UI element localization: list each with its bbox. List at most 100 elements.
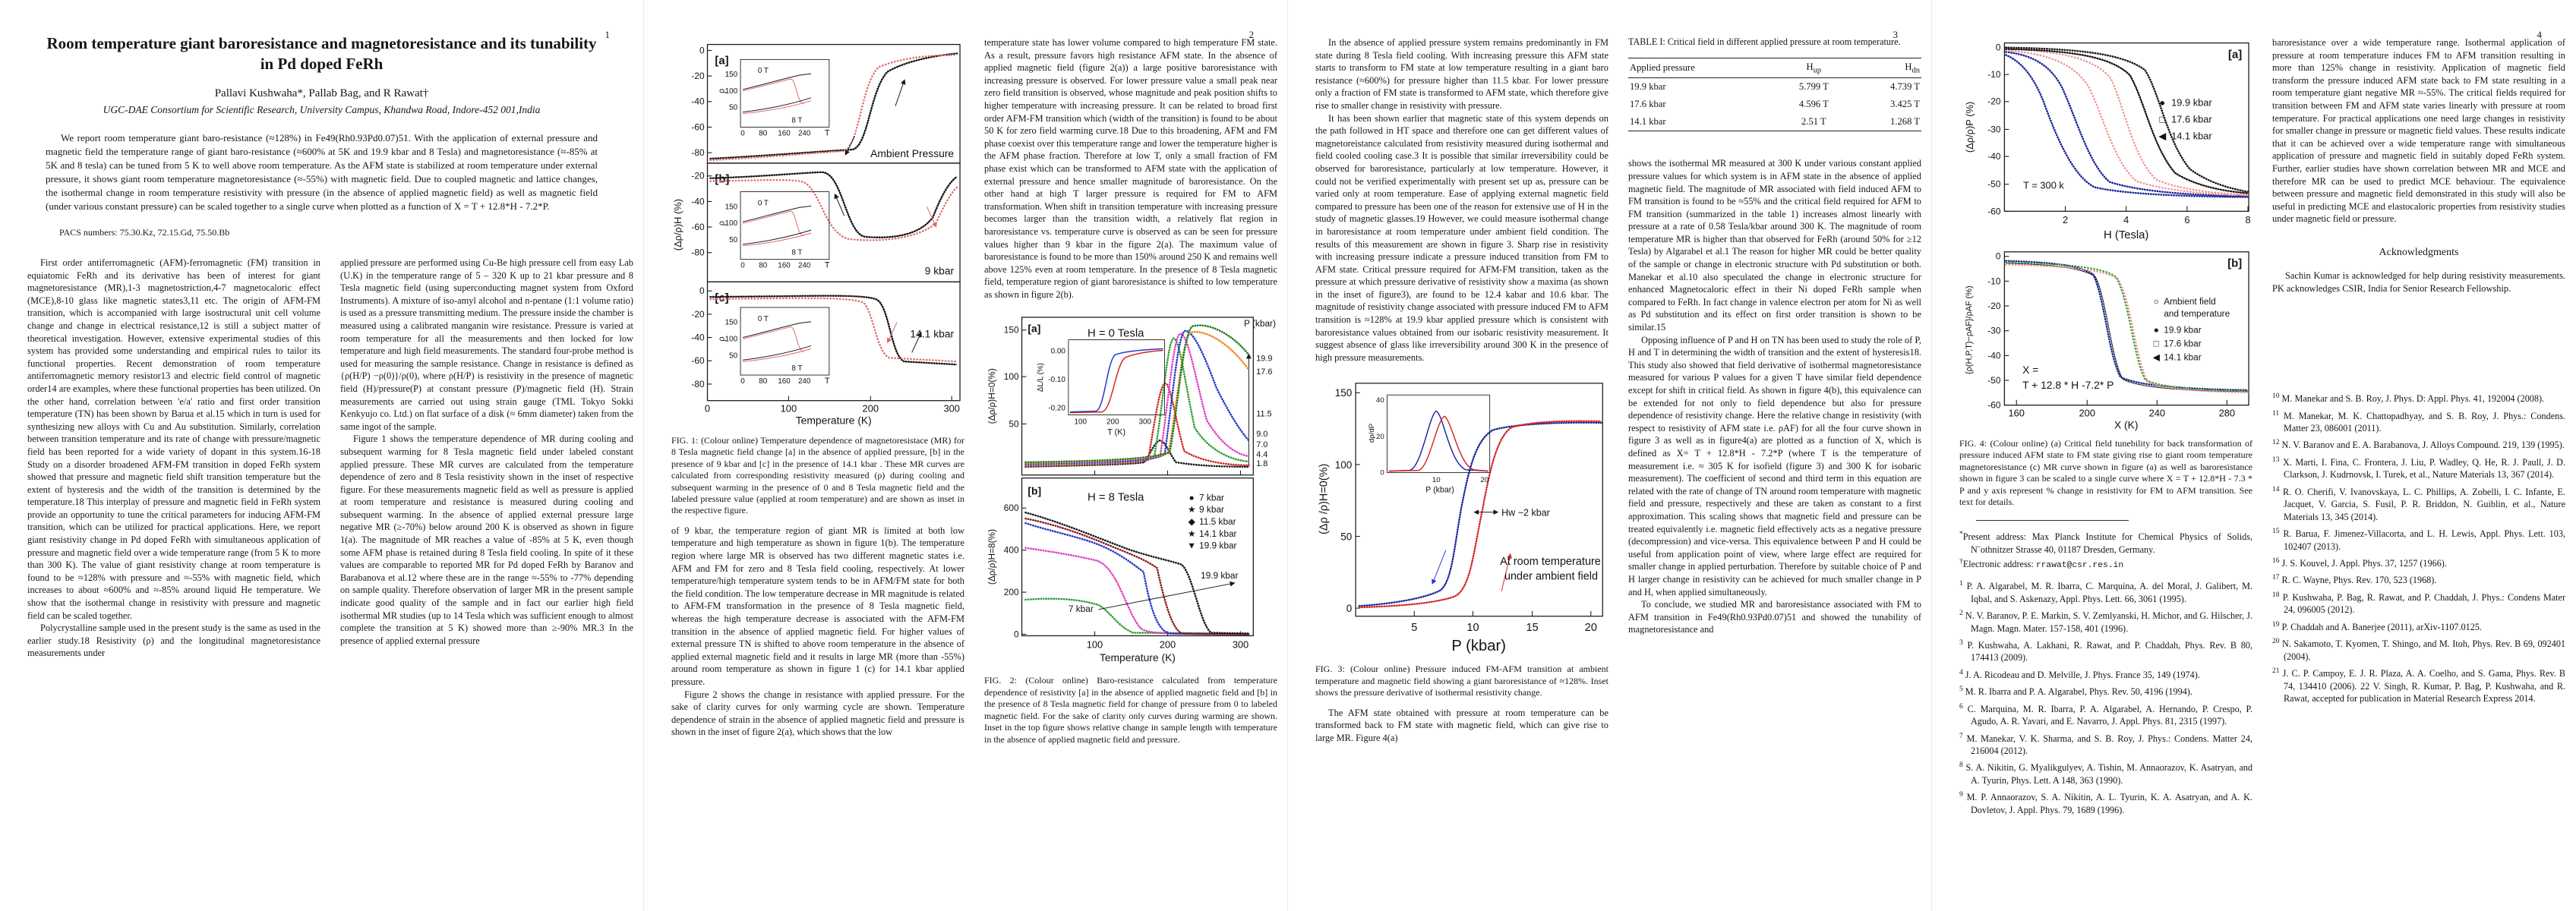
reference-item: 20 N. Sakamoto, T. Kyomen, T. Shingo, an… (2272, 638, 2566, 662)
figure-4: 0 -10 -20 -30 -40 -50 -60 (Δρ/ρ)P (%) [a… (1959, 36, 2252, 508)
fig2-pressure-header: P (kbar) (1244, 318, 1276, 329)
fig2-a-ytick: 50 (1009, 419, 1019, 430)
fig3-xtick: 20 (1585, 622, 1597, 634)
footnote-rule (1976, 520, 2129, 522)
paragraph: Opposing influence of P and H on TN has … (1628, 334, 1921, 597)
fig4-b-warming-bundle2 (2005, 263, 2249, 394)
fig3-red-arrow (1501, 553, 1512, 592)
fig4-chart: 0 -10 -20 -30 -40 -50 -60 (Δρ/ρ)P (%) [a… (1964, 43, 2251, 431)
cell-pressure: 14.1 kbar (1630, 116, 1666, 128)
page4-left-column: 0 -10 -20 -30 -40 -50 -60 (Δρ/ρ)P (%) [a… (1959, 36, 2252, 816)
fig2-a-ytick: 100 (1004, 372, 1019, 383)
fig1-inset-0T-curve (742, 321, 812, 339)
fig1-inset-xtick: 240 (798, 262, 811, 270)
legend-marker-star-icon: ★ (1188, 528, 1196, 539)
figure-2: 150 100 50 (Δρ/ρ)H=0(%) [a] H = 0 Tesla … (984, 311, 1277, 745)
fig4-a-xtick: 4 (2123, 214, 2129, 225)
fig4-a-ytick: -60 (1987, 206, 2001, 216)
fig4-a-17.6kbar-down (2005, 49, 2249, 197)
reference-item: 15 R. Barua, F. Jimenez-Villacorta, and … (2272, 528, 2565, 552)
fig3-x-axis-label: P (kbar) (1451, 638, 1506, 654)
fig2-xtick: 300 (1233, 639, 1249, 651)
fig2-pressure-value: 17.6 (1256, 368, 1272, 377)
fig1-b-warming-curve (709, 171, 958, 238)
fig2-inset-ytick: -0.10 (1048, 376, 1065, 384)
fig4-b-cooling-bundle2 (2006, 263, 2249, 392)
fig2-chart: 150 100 50 (Δρ/ρ)H=0(%) [a] H = 0 Tesla … (987, 317, 1276, 664)
legend-label: 17.6 kbar (2164, 338, 2201, 348)
page-1: 1 Room temperature giant baroresistance … (0, 0, 643, 911)
page-number: 4 (2537, 29, 2543, 40)
fig3-frame (1355, 383, 1603, 617)
fig1-panel-c-ticks (707, 290, 712, 385)
fig1-inset-0T-curve (742, 205, 812, 222)
fig2-panel-a-frame (1021, 317, 1254, 476)
fig2-legend: ● 7 kbar ★ 9 kbar ◆ 11.5 kbar ★ 14.1 kba… (1187, 493, 1236, 551)
fig1-inset-8T-label: 8 T (791, 249, 802, 257)
fig1-a-ytick: -80 (691, 147, 705, 158)
fig1-xtick: 100 (781, 403, 797, 415)
fig4-a-17.6kbar-up (2005, 48, 2249, 196)
fig1-inset-xtick: 0 (740, 262, 745, 270)
fig1-inset-c: 150 100 50 0 80 160 240 T ρ 0 T 8 T (717, 307, 830, 386)
fig1-inset-xtick: 160 (778, 377, 791, 386)
abstract: We report room temperature giant baro-re… (46, 132, 598, 212)
fig2-a-ytick: 150 (1004, 325, 1019, 336)
fig1-inset-0T-label: 0 T (758, 199, 769, 207)
reference-item: 11 M. Manekar, M. K. Chattopadhyay, and … (2272, 409, 2566, 434)
fig4-b-x-axis-label: X (K) (2114, 418, 2139, 430)
references-10-21: 10 M. Manekar and S. B. Roy, J. Phys. D:… (2272, 390, 2565, 705)
page-3: 3 In the absence of applied pressure sys… (1287, 0, 1931, 911)
fig4-b-ticks (2004, 256, 2227, 406)
fig4-b-cooling-bundle (2005, 260, 2249, 392)
page-4: 4 0 -10 -20 (1931, 0, 2575, 911)
fig3-annotation-line2: under ambient field (1504, 571, 1598, 583)
fig2-annotation-19.9kbar: 19.9 kbar (1201, 571, 1238, 582)
fig1-x-axis-label: Temperature (K) (796, 414, 872, 426)
fig2-strain-inset: 0.00 -0.10 -0.20 100 200 300 T (K) ΔL/L … (1037, 339, 1165, 437)
fig1-a-ytick: -40 (691, 96, 705, 107)
reference-item: 18 P. Kushwaha, P. Bag, R. Rawat, and P.… (2272, 591, 2566, 616)
fig1-panel-a-ticks (707, 49, 712, 153)
fig3-inset-ytick: 20 (1376, 433, 1384, 442)
fig2-curve-4.4kbar (1024, 383, 1250, 468)
fig2-inset-cooling-curve (1069, 348, 1163, 413)
cell-hdn: 3.425 T (1890, 99, 1920, 110)
fig2-b-ytick: 400 (1004, 545, 1019, 556)
reference-item: 13 X. Marti, I. Fina, C. Frontera, J. Li… (2272, 456, 2565, 481)
fig2-b-curve-14.1kbar (1024, 518, 1250, 636)
cell-hup: 5.799 T (1798, 81, 1829, 93)
fig4-a-ytick: -20 (1987, 96, 2001, 107)
paragraph: of 9 kbar, the temperature region of gia… (671, 525, 964, 687)
fig4-a-14.1kbar-down (2005, 54, 2249, 198)
fig3-inset: 40 20 0 10 20 P (kbar) dρ/dP (1368, 395, 1491, 495)
fig2-pressure-value: 1.8 (1256, 459, 1267, 468)
fig3-caption: FIG. 3: (Colour online) Pressure induced… (1315, 664, 1608, 698)
reference-item: 5 M. R. Ibarra and P. A. Algarabel, Phys… (1959, 686, 2192, 698)
fig1-a-cooling-curve (709, 54, 958, 162)
fig2-b-curve-7kbar (1024, 597, 1250, 635)
fig1-inset-y-label: ρ (717, 89, 726, 93)
fig2-b-curve-11.5kbar (1024, 522, 1250, 636)
fig4-a-legend: ● 19.9 kbar □ 17.6 kbar ◀ 14.1 kbar (2158, 97, 2212, 142)
fig4-a-ytick: -50 (1987, 179, 2001, 190)
fig2-pressure-value: 9.0 (1256, 430, 1267, 440)
fig2-b-ytick: 0 (1014, 629, 1019, 640)
fig1-inset-xtick: 80 (759, 129, 767, 137)
legend-label: and temperature (2164, 308, 2230, 319)
fig4-a-xtick: 8 (2245, 214, 2250, 225)
fig4-a-ytick: -40 (1987, 151, 2001, 162)
fig3-inset-xtick: 10 (1432, 477, 1441, 485)
fig4-b-y-axis-label: {ρ(H,P,T)−ρAF}/ρAF (%) (1965, 285, 1974, 374)
fig2-pressure-value: 11.5 (1256, 410, 1271, 419)
fig2-a-ticks (1021, 329, 1242, 476)
legend-label: 9 kbar (1199, 505, 1224, 515)
fig1-caption: FIG. 1: (Colour online) Temperature depe… (671, 435, 964, 516)
reference-item: 7 M. Manekar, V. K. Sharma, and S. B. Ro… (1959, 732, 2252, 757)
reference-item: 3 P. Kushwaha, A. Lakhani, R. Rawat, and… (1959, 638, 2253, 664)
table-header-hup: Hup (1806, 61, 1822, 75)
footnote-present-address: *Present address: Max Planck Institute f… (1959, 531, 2252, 555)
legend-label: 19.9 kbar (2164, 325, 2201, 336)
fig3-blue-arrow (1432, 550, 1447, 585)
fig3-inset-x-label: P (kbar) (1425, 486, 1454, 495)
